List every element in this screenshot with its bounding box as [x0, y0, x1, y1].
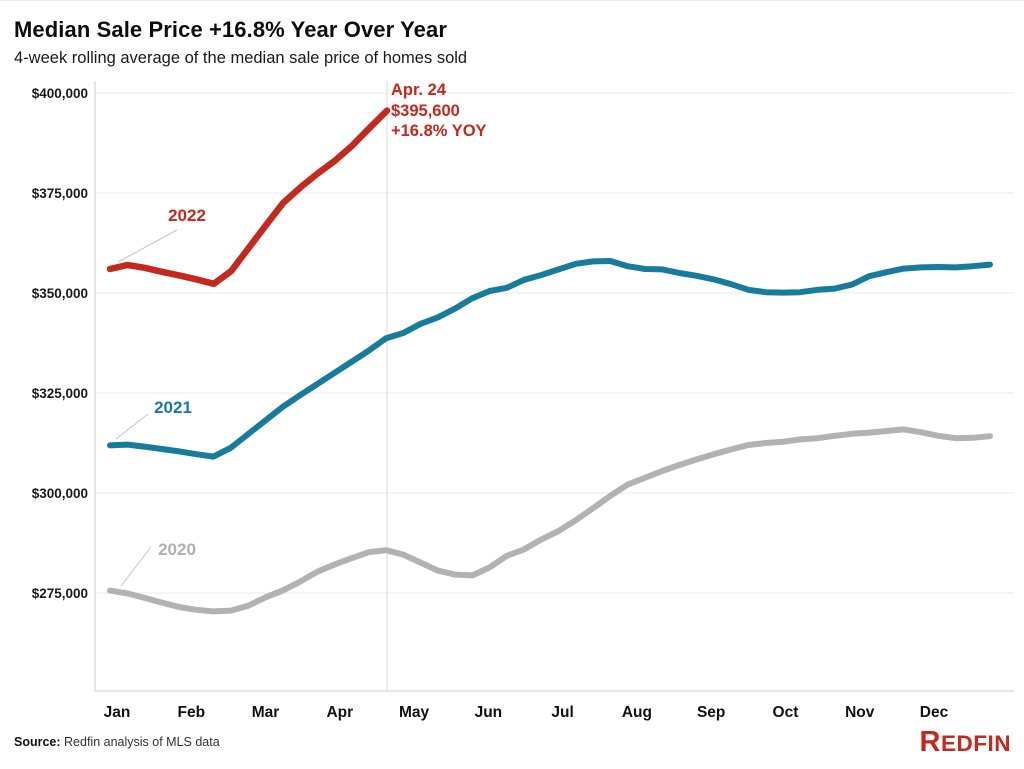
highlight-date: Apr. 24	[391, 81, 447, 99]
x-axis-tick-label: Jun	[475, 704, 503, 721]
x-axis-tick-label: Mar	[252, 704, 280, 721]
x-axis-tick-label: May	[399, 704, 430, 721]
redfin-logo: REDFIN	[920, 727, 1011, 762]
x-axis-tick-label: Nov	[845, 704, 875, 721]
highlight-annotation: Apr. 24 $395,600 +16.8% YOY	[391, 80, 487, 142]
chart-subtitle: 4-week rolling average of the median sal…	[14, 49, 468, 67]
y-axis-tick-label: $275,000	[32, 586, 88, 601]
x-axis-tick-label: Apr	[326, 704, 353, 721]
y-axis-tick-label: $350,000	[32, 286, 88, 301]
y-axis-tick-label: $400,000	[32, 86, 88, 101]
redfin-logo-rest: EDFIN	[941, 731, 1011, 756]
source-line: Source: Redfin analysis of MLS data	[14, 735, 220, 749]
series-line-2022	[106, 107, 391, 288]
y-axis-tick-label: $300,000	[32, 486, 88, 501]
highlight-value: $395,600	[391, 101, 460, 120]
x-axis-tick-label: Sep	[697, 704, 725, 721]
x-axis-tick-label: Dec	[920, 704, 949, 721]
chart-title: Median Sale Price +16.8% Year Over Year	[14, 17, 447, 42]
y-axis-tick-label: $325,000	[32, 386, 88, 401]
source-text: Redfin analysis of MLS data	[60, 735, 220, 749]
series-label-connector-2020	[120, 546, 152, 587]
series-label-2021: 2021	[154, 398, 192, 417]
x-axis-tick-label: Jul	[551, 704, 573, 721]
series-label-connector-2022	[117, 229, 178, 263]
x-axis-tick-label: Aug	[622, 704, 652, 721]
series-line-2021	[107, 258, 993, 460]
series-label-2020: 2020	[158, 540, 196, 559]
x-axis-tick-label: Jan	[104, 704, 131, 721]
y-axis-tick-label: $375,000	[32, 186, 88, 201]
x-axis-tick-label: Feb	[177, 704, 205, 721]
x-axis-tick-label: Oct	[773, 704, 799, 721]
series-label-connector-2021	[115, 413, 149, 440]
highlight-yoy: +16.8% YOY	[391, 122, 487, 140]
source-label: Source:	[14, 735, 61, 749]
series-label-2022: 2022	[168, 206, 206, 225]
redfin-logo-first-letter: R	[919, 726, 941, 758]
series-line-2020	[107, 426, 993, 615]
